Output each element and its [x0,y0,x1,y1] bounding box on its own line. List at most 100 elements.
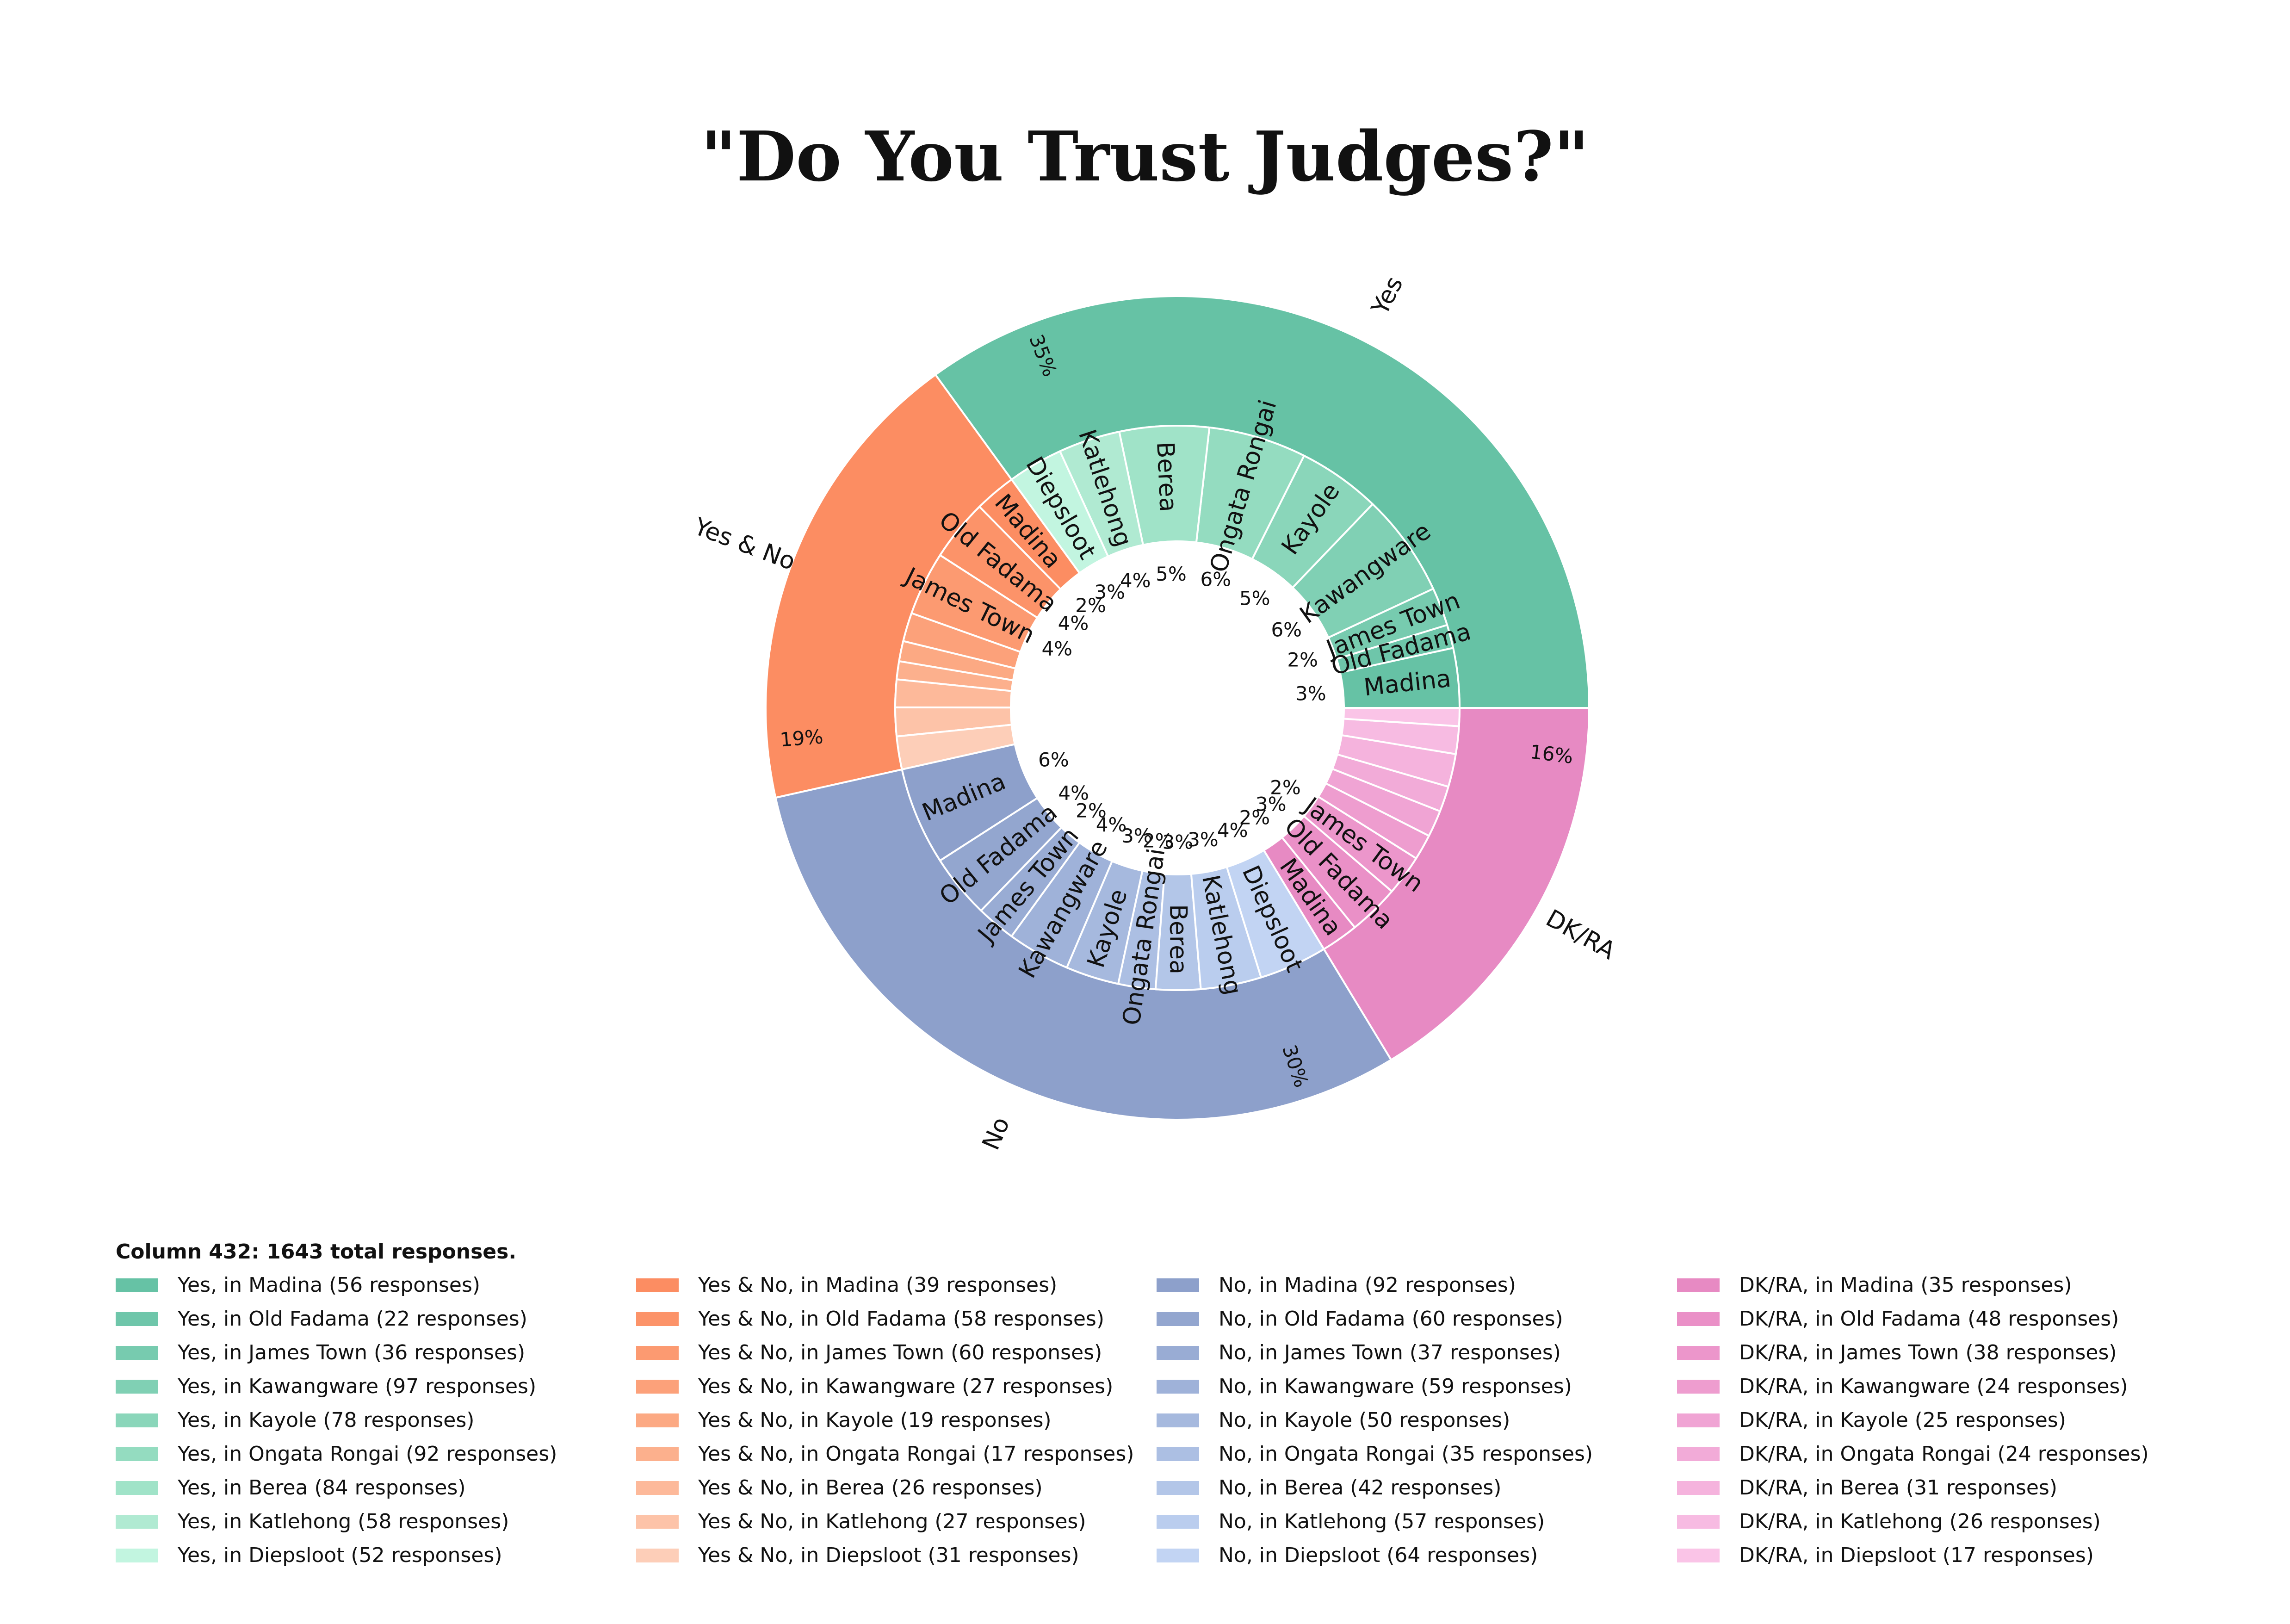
legend-item: DK/RA, in Kawangware (24 responses) [1677,1370,2197,1403]
legend-swatch [116,1413,158,1427]
legend-item: No, in Kawangware (59 responses) [1157,1370,1677,1403]
outer-slice-label: No [977,1113,1015,1154]
legend-label: Yes, in Berea (84 responses) [178,1476,466,1500]
legend-label: DK/RA, in James Town (38 responses) [1739,1341,2117,1364]
legend-label: No, in Diepsloot (64 responses) [1219,1543,1538,1567]
legend-item: Yes & No, in James Town (60 responses) [636,1336,1157,1370]
legend-swatch [1677,1312,1720,1326]
legend-swatch [636,1379,679,1394]
legend-label: No, in Berea (42 responses) [1219,1476,1502,1500]
inner-slice-label: Berea [1151,441,1182,512]
legend-swatch [636,1481,679,1495]
legend-label: Yes, in Madina (56 responses) [178,1273,481,1297]
legend-item: Yes, in Old Fadama (22 responses) [116,1302,636,1336]
legend-swatch [1677,1548,1720,1562]
legend-label: Yes & No, in Ongata Rongai (17 responses… [698,1442,1134,1466]
legend-swatch [116,1379,158,1394]
inner-slice-percent: 6% [1038,748,1069,771]
inner-slice-percent: 4% [1058,781,1089,804]
legend-label: Yes & No, in Kayole (19 responses) [698,1408,1052,1432]
legend-item: Yes & No, in Madina (39 responses) [636,1268,1157,1302]
legend-item: Yes & No, in Berea (26 responses) [636,1471,1157,1505]
legend-item: Yes, in Katlehong (58 responses) [116,1505,636,1538]
legend-item: Yes, in Diepsloot (52 responses) [116,1538,636,1572]
legend-label: DK/RA, in Kayole (25 responses) [1739,1408,2066,1432]
legend-label: DK/RA, in Ongata Rongai (24 responses) [1739,1442,2149,1466]
legend-item: Yes & No, in Kayole (19 responses) [636,1403,1157,1437]
legend-swatch [116,1447,158,1461]
legend-label: Yes, in Ongata Rongai (92 responses) [178,1442,557,1466]
legend-label: Yes & No, in James Town (60 responses) [698,1341,1102,1364]
legend-swatch [1157,1514,1199,1529]
legend-label: Yes & No, in Berea (26 responses) [698,1476,1043,1500]
legend-column: Yes, in Madina (56 responses) Yes, in Old… [116,1268,636,1572]
inner-slice-percent: 3% [1256,793,1287,815]
legend-column: No, in Madina (92 responses) No, in Old F… [1157,1268,1677,1572]
legend-swatch [116,1548,158,1562]
legend-column: DK/RA, in Madina (35 responses) DK/RA, in… [1677,1268,2197,1572]
legend-swatch [1677,1278,1720,1292]
legend-swatch [116,1278,158,1292]
legend-label: DK/RA, in Old Fadama (48 responses) [1739,1307,2119,1331]
legend-title: Column 432: 1643 total responses. [116,1240,517,1264]
legend-label: Yes, in Diepsloot (52 responses) [178,1543,502,1567]
legend-item: DK/RA, in Old Fadama (48 responses) [1677,1302,2197,1336]
outer-ring [765,295,1591,1121]
inner-slice-percent: 3% [1163,831,1194,853]
inner-slice-percent: 2% [1143,829,1174,852]
legend-label: Yes, in Kawangware (97 responses) [178,1375,537,1398]
legend-item: Yes & No, in Kawangware (27 responses) [636,1370,1157,1403]
inner-slice-percent: 3% [1121,824,1152,847]
legend-swatch [116,1345,158,1360]
legend-label: DK/RA, in Kawangware (24 responses) [1739,1375,2128,1398]
legend-item: No, in Katlehong (57 responses) [1157,1505,1677,1538]
inner-slice-percent: 2% [1076,800,1107,822]
legend-swatch [1157,1278,1199,1292]
legend-item: DK/RA, in James Town (38 responses) [1677,1336,2197,1370]
outer-slice-label: Yes & No [690,513,799,576]
legend-item: DK/RA, in Kayole (25 responses) [1677,1403,2197,1437]
legend-item: No, in Berea (42 responses) [1157,1471,1677,1505]
inner-slice-percent: 3% [1188,828,1219,851]
legend-label: Yes, in Kayole (78 responses) [178,1408,475,1432]
legend-swatch [1677,1447,1720,1461]
legend-item: Yes, in Kayole (78 responses) [116,1403,636,1437]
legend-swatch [1677,1379,1720,1394]
legend-swatch [1157,1379,1199,1394]
inner-slice-percent: 4% [1096,813,1127,836]
outer-slice-percent: 19% [779,725,824,751]
outer-slice-percent: 16% [1529,740,1575,768]
legend-item: Yes & No, in Diepsloot (31 responses) [636,1538,1157,1572]
legend-label: DK/RA, in Madina (35 responses) [1739,1273,2072,1297]
legend-column: Yes & No, in Madina (39 responses) Yes & … [636,1268,1157,1572]
legend-swatch [1677,1413,1720,1427]
legend-swatch [1677,1514,1720,1529]
outer-slice-label: DK/RA [1541,905,1620,966]
legend-item: Yes, in Ongata Rongai (92 responses) [116,1437,636,1471]
legend-item: Yes, in Berea (84 responses) [116,1471,636,1505]
legend-label: Yes & No, in Kawangware (27 responses) [698,1375,1114,1398]
legend-label: No, in Katlehong (57 responses) [1219,1510,1545,1533]
inner-slice-percent: 5% [1156,563,1187,585]
inner-slice-percent: 4% [1120,569,1151,592]
legend-item: DK/RA, in Berea (31 responses) [1677,1471,2197,1505]
chart-title: "Do You Trust Judges?" [701,116,1589,197]
legend-swatch [116,1312,158,1326]
inner-slice-percent: 4% [1217,819,1248,842]
legend-label: No, in Kayole (50 responses) [1219,1408,1510,1432]
outer-slice-label: Yes [1366,272,1409,320]
inner-percent-labels: 3%2%6%5%6%5%4%3%2%4%4%6%4%2%4%3%2%3%3%4%… [1038,563,1326,854]
inner-slice [1343,707,1461,727]
legend-item: Yes, in James Town (36 responses) [116,1336,636,1370]
legend-label: Yes & No, in Madina (39 responses) [698,1273,1058,1297]
legend-label: No, in James Town (37 responses) [1219,1341,1561,1364]
inner-slice-percent: 6% [1201,568,1232,591]
inner-slice-percent: 3% [1295,682,1326,705]
inner-slice-percent: 5% [1239,587,1270,610]
legend-label: Yes & No, in Katlehong (27 responses) [698,1510,1086,1533]
legend-swatch [636,1413,679,1427]
inner-slice-percent: 2% [1270,776,1301,799]
legend-label: Yes, in Katlehong (58 responses) [178,1510,509,1533]
legend-item: Yes & No, in Ongata Rongai (17 responses… [636,1437,1157,1471]
inner-slice-percent: 4% [1058,612,1089,635]
